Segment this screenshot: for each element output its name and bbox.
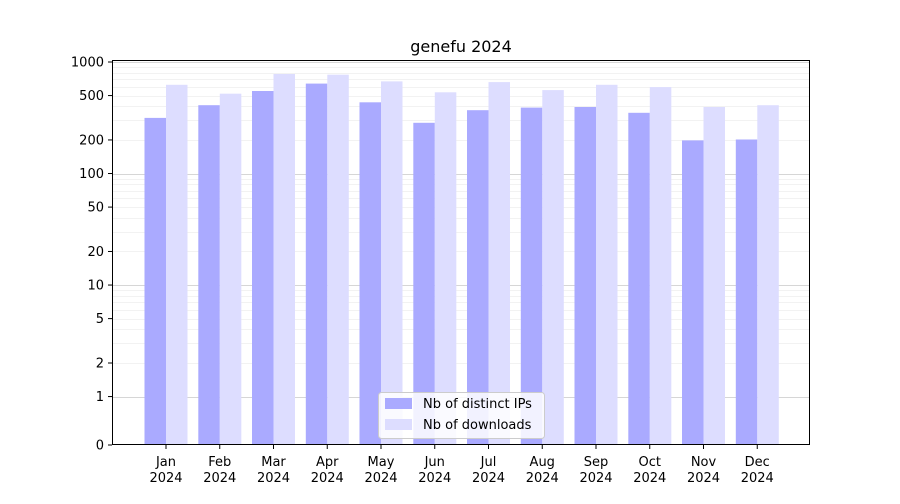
x-tick-label: Aug 2024 — [526, 455, 559, 486]
bar-distinct-ips — [413, 122, 435, 446]
y-tick-label: 1 — [96, 390, 104, 405]
plot-frame — [112, 60, 810, 445]
chart-title: genefu 2024 — [410, 37, 512, 56]
x-tick-label: Mar 2024 — [257, 455, 290, 486]
y-axis: 0 1 2 5 10 20 50 100 200 500 1000 — [71, 56, 112, 454]
bar-distinct-ips — [305, 83, 328, 445]
bar-distinct-ips — [359, 102, 381, 446]
bar-downloads — [703, 107, 725, 445]
legend-swatch — [385, 419, 412, 430]
legend-box — [378, 392, 545, 439]
legend-label: Nb of distinct IPs — [423, 397, 532, 412]
y-tick-label: 50 — [87, 201, 104, 216]
x-axis: Jan 2024 Feb 2024 Mar 2024 Apr 2024 May 2024 Jun 20… — [149, 445, 774, 486]
y-tick-label: 5 — [96, 312, 104, 327]
bar-distinct-ips — [252, 91, 274, 445]
bar-downloads — [273, 74, 295, 445]
x-tick-label: Oct 2024 — [633, 455, 666, 486]
bar-downloads — [434, 92, 457, 446]
bar-distinct-ips — [520, 107, 543, 445]
x-tick-label: Jan 2024 — [149, 455, 182, 486]
x-tick-label: Apr 2024 — [311, 455, 344, 486]
bar-downloads — [219, 93, 242, 445]
x-tick-label: Dec 2024 — [741, 455, 774, 486]
bar-distinct-ips — [735, 139, 758, 445]
bar-downloads — [381, 81, 403, 446]
x-tick-label: Jul 2024 — [472, 455, 505, 486]
bar-downloads — [542, 90, 564, 445]
y-tick-label: 500 — [79, 89, 104, 104]
y-tick-label: 1000 — [71, 56, 104, 71]
legend: Nb of distinct IPs Nb of downloads — [378, 392, 545, 439]
y-tick-label: 200 — [79, 133, 104, 148]
bar-distinct-ips — [467, 110, 489, 445]
y-tick-label: 2 — [96, 356, 104, 371]
x-tick-label: May 2024 — [364, 455, 397, 486]
x-tick-label: Sep 2024 — [579, 455, 612, 486]
x-tick-label: Nov 2024 — [687, 455, 720, 486]
bar-downloads — [327, 74, 349, 445]
bar-distinct-ips — [198, 105, 220, 445]
bar-distinct-ips — [628, 112, 650, 446]
bar-downloads — [596, 84, 618, 446]
bar-downloads — [488, 82, 510, 445]
x-tick-label: Jun 2024 — [418, 455, 451, 486]
legend-swatch — [385, 398, 412, 409]
y-tick-label: 0 — [96, 439, 104, 454]
x-tick-label: Feb 2024 — [203, 455, 236, 486]
legend-label: Nb of downloads — [423, 418, 532, 433]
bar-distinct-ips — [574, 107, 596, 445]
y-tick-label: 20 — [87, 245, 104, 260]
bar-distinct-ips — [682, 140, 704, 445]
bars-layer — [144, 74, 779, 446]
bar-downloads — [166, 84, 188, 446]
y-tick-label: 100 — [79, 167, 104, 182]
y-tick-label: 10 — [87, 279, 104, 294]
bar-downloads — [649, 87, 672, 445]
bar-distinct-ips — [144, 117, 166, 446]
bar-downloads — [757, 105, 779, 445]
